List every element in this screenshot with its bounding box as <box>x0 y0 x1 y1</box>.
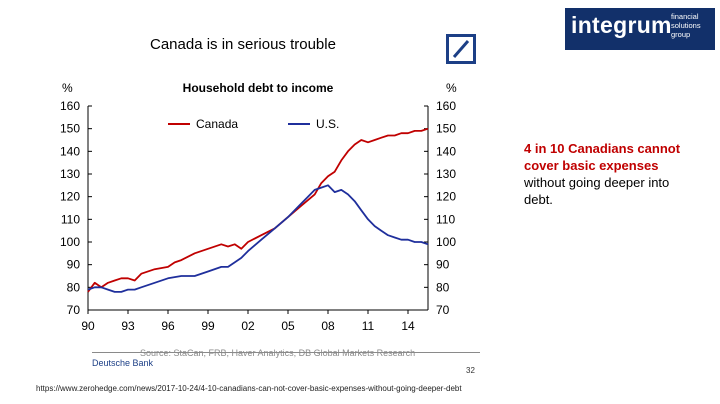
legend-label-us: U.S. <box>316 117 339 131</box>
footer-divider <box>92 352 480 353</box>
household-debt-chart: Household debt to income% % 70 70 80 80 90 90 10… <box>60 81 457 333</box>
callout-text: without going deeper into debt. <box>524 175 670 207</box>
y-tick-label-left: 100 <box>60 235 80 249</box>
y-tick-label-left: 90 <box>67 258 81 272</box>
callout-note: 4 in 10 Canadians cannot cover basic exp… <box>524 140 700 208</box>
callout-highlight: 4 in 10 Canadians cannot cover basic exp… <box>524 141 681 173</box>
y-tick-label-right: 80 <box>436 280 450 294</box>
integrum-logo: integrum financial solutions group <box>565 8 715 50</box>
source-url[interactable]: https://www.zerohedge.com/news/2017-10-2… <box>36 384 462 393</box>
source-note: Source: StaCan, FRB, Haver Analytics, DB… <box>140 348 416 358</box>
y-tick-label-right: 90 <box>436 258 450 272</box>
y-tick-label-right: 110 <box>436 212 455 226</box>
x-tick-label: 93 <box>121 319 135 333</box>
y-tick-label-right: 130 <box>436 167 456 181</box>
brand-tagline: financial solutions group <box>671 12 701 39</box>
x-tick-label: 96 <box>161 319 175 333</box>
y-tick-label-left: 110 <box>61 212 80 226</box>
chart-title: Household debt to income <box>183 81 334 95</box>
x-tick-label: 14 <box>401 319 415 333</box>
y-tick-label-left: 80 <box>67 280 81 294</box>
y-tick-label-right: 100 <box>436 235 456 249</box>
y-tick-label-left: 140 <box>60 144 80 158</box>
bank-name: Deutsche Bank <box>92 358 154 368</box>
y-tick-label-left: 130 <box>60 167 80 181</box>
series-line-us <box>87 184 429 293</box>
x-tick-label: 90 <box>81 319 95 333</box>
y-axis-label-right: % <box>446 81 457 95</box>
y-tick-label-right: 140 <box>436 144 456 158</box>
x-tick-label: 99 <box>201 319 215 333</box>
y-tick-label-right: 70 <box>436 303 450 317</box>
y-tick-label-left: 150 <box>60 122 80 136</box>
y-axis-label-left: % <box>62 81 73 95</box>
x-tick-label: 08 <box>321 319 335 333</box>
x-tick-label: 11 <box>362 319 375 333</box>
deutsche-bank-logo-icon <box>446 34 476 64</box>
slide-title: Canada is in serious trouble <box>150 36 336 53</box>
y-tick-label-right: 160 <box>436 99 456 113</box>
legend-label-canada: Canada <box>196 117 238 131</box>
y-tick-label-right: 150 <box>436 122 456 136</box>
x-tick-label: 02 <box>241 319 255 333</box>
x-tick-label: 05 <box>281 319 295 333</box>
y-tick-label-left: 70 <box>67 303 81 317</box>
y-tick-label-left: 160 <box>60 99 80 113</box>
page-number: 32 <box>466 366 475 375</box>
series-line-canada <box>87 127 429 293</box>
y-tick-label-right: 120 <box>436 190 456 204</box>
y-tick-label-left: 120 <box>60 190 80 204</box>
brand-name: integrum <box>571 12 672 38</box>
